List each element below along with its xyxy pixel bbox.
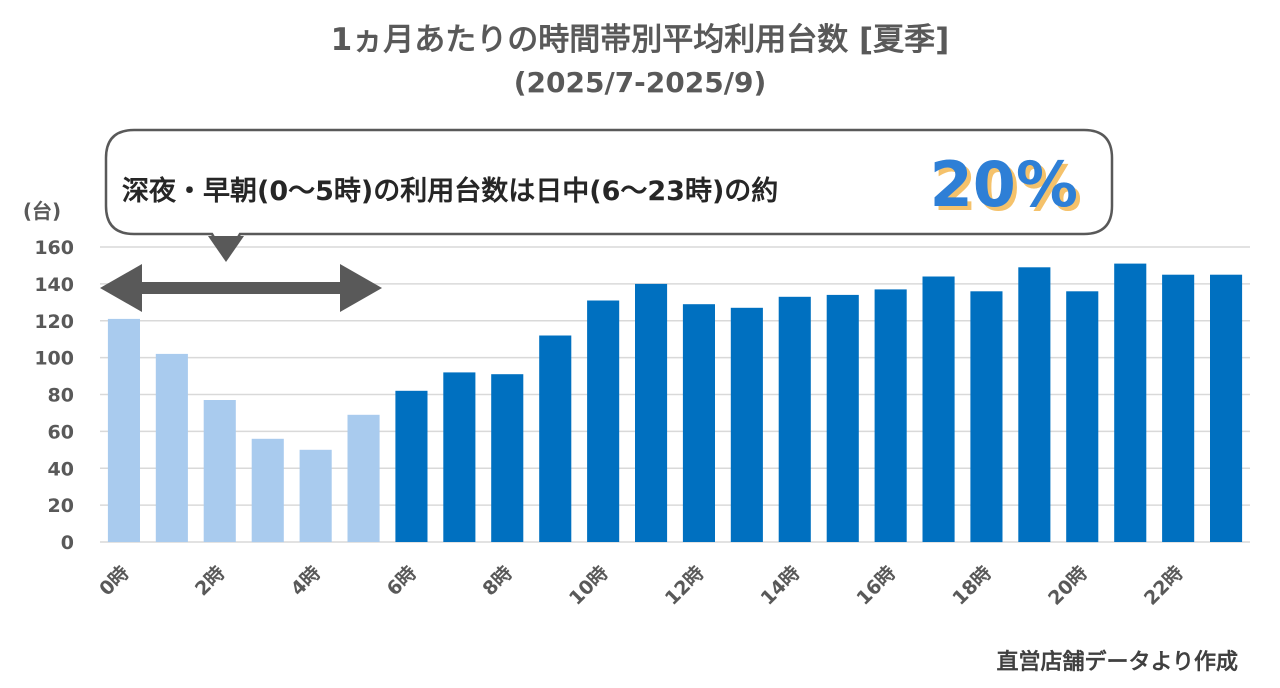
bar-7: [443, 372, 476, 542]
x-tick-label: 0時: [95, 562, 133, 600]
bar-10: [587, 300, 620, 542]
arrow-head-right: [340, 264, 382, 312]
chart-subtitle: (2025/7-2025/9): [513, 66, 767, 99]
y-tick-label: 80: [48, 385, 74, 407]
x-tick-label: 20時: [1044, 562, 1092, 610]
x-tick-label: 4時: [287, 562, 325, 600]
bar-11: [635, 283, 668, 542]
chart-title: 1ヵ月あたりの時間帯別平均利用台数 [夏季]: [330, 22, 950, 58]
x-tick-label: 2時: [191, 562, 229, 600]
y-tick-label: 60: [48, 421, 74, 443]
x-tick-labels: 0時 2時 4時 6時 8時 10時 12時 14時 16時 18時 20時 22時: [95, 562, 1187, 610]
bar-12: [682, 304, 715, 542]
bar-6: [395, 390, 428, 542]
callout-pointer: [208, 236, 244, 262]
bar-20: [1066, 291, 1099, 543]
callout-bubble: 深夜・早朝(0～5時)の利用台数は日中(6～23時)の約 20% 20%: [104, 128, 1114, 262]
x-tick-label: 16時: [852, 562, 900, 610]
arrow-shaft: [136, 282, 346, 294]
bar-15: [826, 294, 859, 542]
bar-16: [874, 289, 907, 542]
bar-0: [107, 318, 140, 542]
bar-17: [922, 276, 955, 542]
x-tick-label: 12時: [661, 562, 709, 610]
y-tick-label: 140: [34, 274, 74, 296]
x-tick-label: 14時: [757, 562, 805, 610]
bar-5: [347, 414, 380, 542]
bar-1: [155, 353, 188, 542]
y-tick-label: 0: [61, 532, 74, 554]
arrow-head-left: [100, 264, 142, 312]
x-tick-label: 6時: [383, 562, 421, 600]
callout-highlight: 20%: [930, 148, 1078, 221]
bar-14: [778, 296, 811, 542]
bar-2: [203, 400, 236, 542]
x-tick-label: 22時: [1140, 562, 1188, 610]
bar-21: [1114, 263, 1147, 542]
bar-3: [251, 438, 284, 543]
y-tick-label: 100: [34, 348, 74, 370]
y-tick-label: 120: [34, 311, 74, 333]
bar-19: [1018, 267, 1051, 542]
y-tick-label: 20: [48, 495, 74, 517]
bar-22: [1162, 274, 1195, 542]
bar-18: [970, 291, 1003, 543]
bar-9: [539, 335, 572, 542]
x-tick-label: 10時: [565, 562, 613, 610]
bars: [107, 263, 1243, 543]
x-tick-label: 8時: [478, 562, 516, 600]
bar-23: [1210, 274, 1243, 542]
y-tick-labels: 0 20 40 60 80 100 120 140 160: [34, 237, 74, 554]
y-tick-label: 160: [34, 237, 74, 259]
range-double-arrow: [100, 264, 382, 312]
source-note: 直営店舗データより作成: [996, 650, 1238, 675]
bar-8: [491, 374, 524, 542]
x-tick-label: 18時: [948, 562, 996, 610]
y-axis-label: (台): [23, 199, 61, 223]
bar-4: [299, 449, 332, 542]
y-tick-label: 40: [48, 458, 74, 480]
callout-text: 深夜・早朝(0～5時)の利用台数は日中(6～23時)の約: [122, 175, 778, 207]
callout-highlight-shadow: 20%: [934, 152, 1082, 225]
bar-13: [730, 307, 763, 542]
